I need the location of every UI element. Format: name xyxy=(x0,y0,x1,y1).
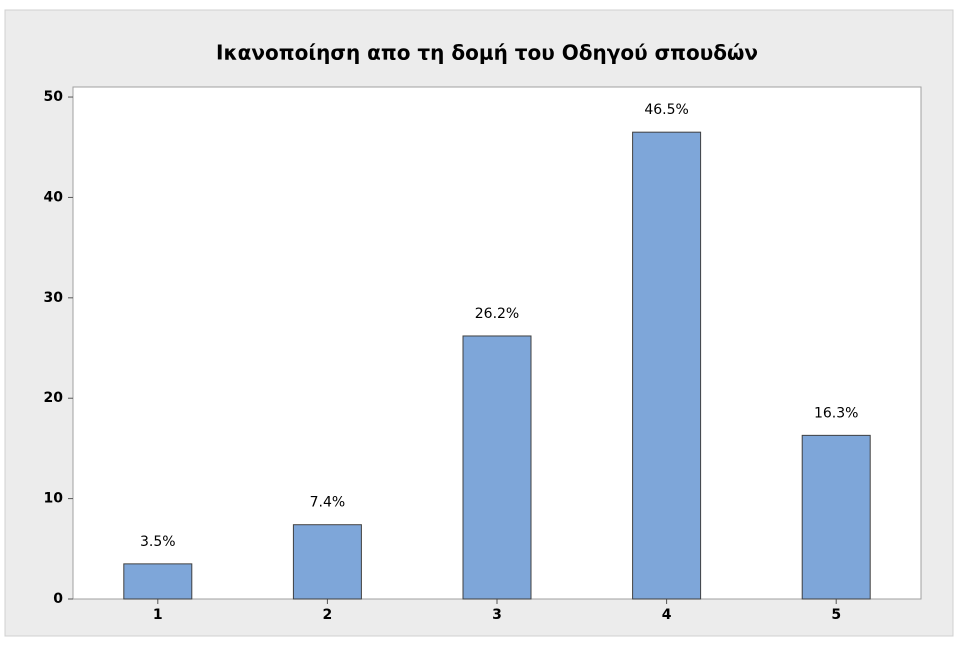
value-label: 16.3% xyxy=(814,405,858,421)
x-tick-label: 2 xyxy=(323,607,333,623)
value-label: 26.2% xyxy=(475,306,519,322)
y-tick-label: 40 xyxy=(44,189,64,205)
y-tick-label: 50 xyxy=(44,89,64,105)
bar xyxy=(801,434,871,600)
value-label: 3.5% xyxy=(140,534,176,550)
x-tick-label: 3 xyxy=(492,607,502,623)
bar xyxy=(632,131,702,600)
chart-title: Ικανοποίηση απο τη δομή του Οδηγού σπουδ… xyxy=(216,41,758,65)
x-tick-label: 1 xyxy=(153,607,163,623)
bar xyxy=(462,335,532,600)
y-tick-label: 10 xyxy=(44,491,64,507)
bar xyxy=(292,524,362,600)
y-tick-label: 0 xyxy=(53,591,63,607)
x-tick-label: 4 xyxy=(662,607,672,623)
y-tick-label: 20 xyxy=(44,390,64,406)
value-label: 7.4% xyxy=(310,495,346,511)
value-label: 46.5% xyxy=(644,102,688,118)
y-tick-label: 30 xyxy=(44,290,64,306)
x-tick-label: 5 xyxy=(831,607,841,623)
bar xyxy=(123,563,193,600)
